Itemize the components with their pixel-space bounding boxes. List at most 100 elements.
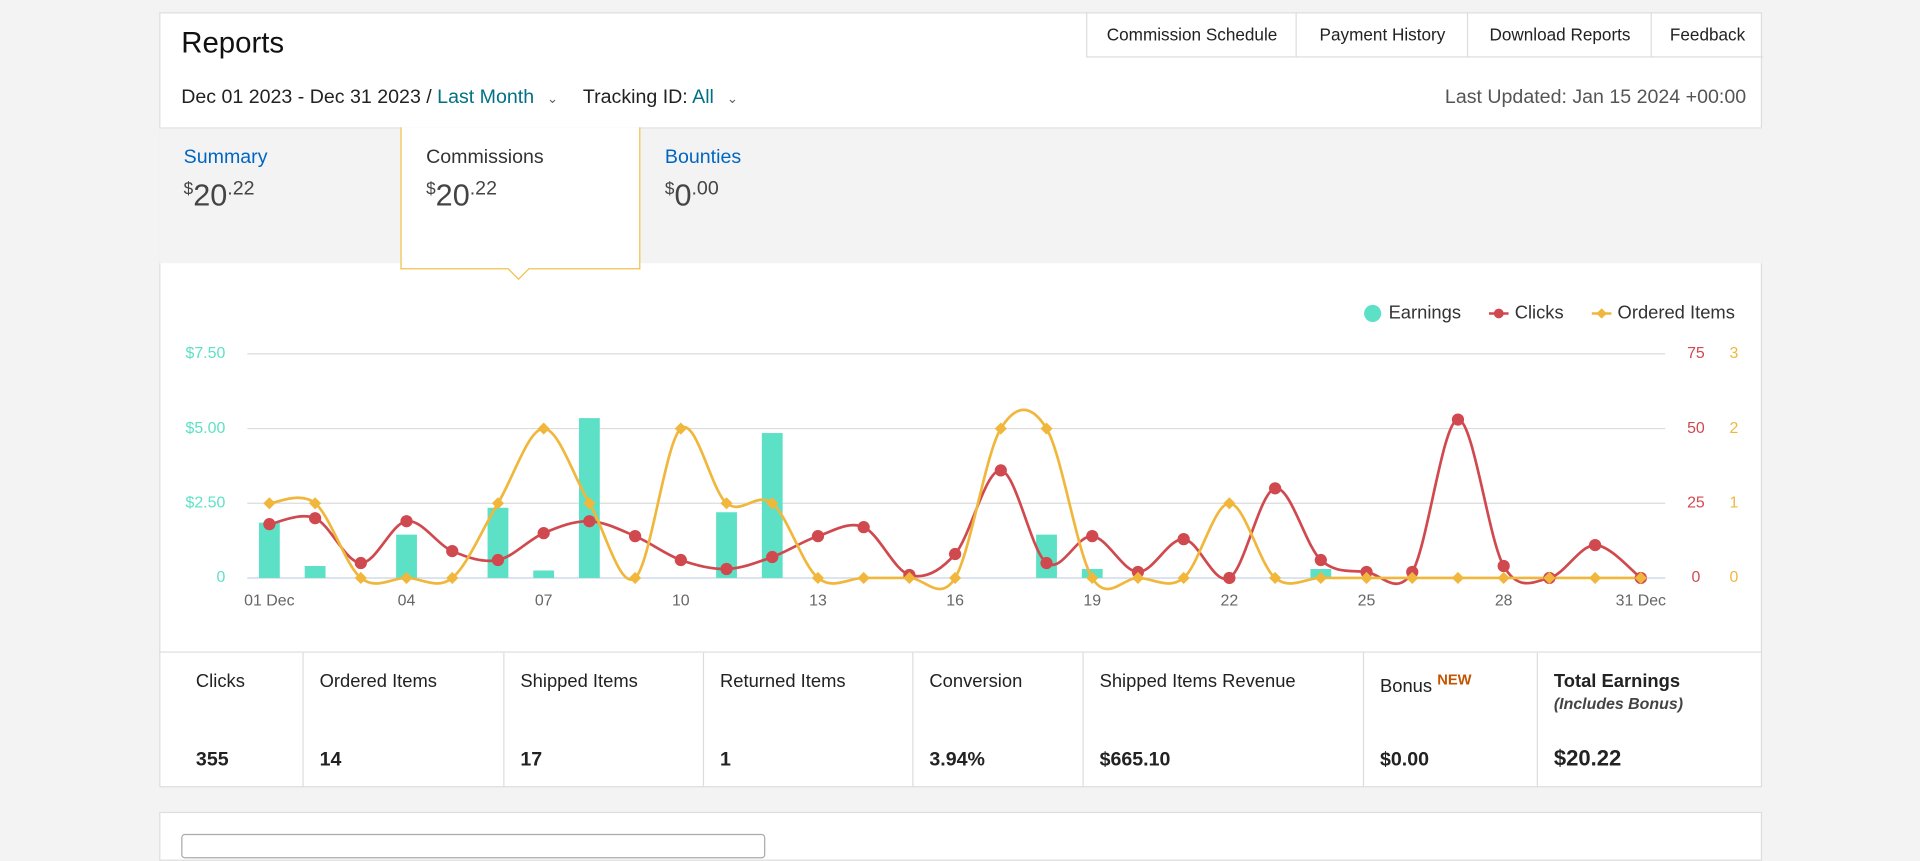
stat: Bonus NEW $0.00 [1362,652,1537,788]
stat-label: Bonus NEW [1380,671,1521,697]
marker [354,556,367,570]
stat-label: Total Earnings [1553,671,1681,692]
marker [263,518,276,531]
stat: Shipped Items Revenue $665.10 [1082,652,1362,788]
x-tick-label: 16 [946,592,964,609]
bar [396,534,417,578]
stat-label: Shipped Items Revenue [1099,671,1296,692]
stat-value: 14 [319,749,342,771]
stat: Ordered Items 14 [302,652,503,788]
bar [533,570,555,578]
marker [1589,571,1602,585]
stat-value: $665.10 [1099,749,1171,771]
y2-tick-label: 25 [1687,494,1705,511]
y3-tick-label: 0 [1729,569,1738,586]
whole: 0 [674,178,692,214]
marker [446,544,459,558]
tab[interactable]: Summary $20.22 [159,127,400,263]
nav-button[interactable]: Download Reports [1466,12,1652,58]
marker [491,497,505,510]
stat-value: 17 [520,749,543,771]
stat-label: Ordered Items [319,671,437,692]
marker [628,530,642,543]
marker [1269,571,1282,585]
marker [811,530,825,543]
marker [1086,530,1099,543]
filters: Dec 01 2023 - Dec 31 2023 / Last Month ⌄… [181,87,738,109]
marker [1497,559,1510,573]
marker [720,497,733,510]
nav-button[interactable]: Payment History [1295,12,1469,58]
marker [400,571,413,585]
nav-button[interactable]: Feedback [1650,12,1764,58]
y3-tick-label: 2 [1729,420,1738,437]
marker [263,497,276,510]
new-badge: NEW [1437,671,1472,689]
period-dropdown[interactable]: Last Month [437,86,535,108]
legend-swatch [1364,304,1382,323]
whole: 20 [193,178,228,214]
x-tick-label: 19 [1083,592,1101,609]
legend-label: Clicks [1515,301,1564,322]
marker [1451,571,1465,585]
marker [308,512,322,525]
x-tick-label: 01 Dec [244,592,294,609]
stat: Returned Items 1 [702,652,912,788]
y-tick-label: 0 [216,569,225,586]
y-tick-label: $5.00 [185,420,225,437]
whole: 20 [435,178,470,214]
marker [1314,571,1327,585]
marker [1223,497,1236,510]
marker [1040,556,1053,570]
caret: ⌄ [546,91,559,107]
last-updated: Last Updated: Jan 15 2024 +00:00 [1444,86,1747,108]
currency: $ [664,178,675,199]
stat-value: 3.94% [929,749,985,771]
reports-page: Reports Commission Schedule Payment Hist… [159,12,1764,861]
bar [1036,534,1057,578]
x-tick-label: 10 [672,592,690,609]
stat: Conversion 3.94% [912,652,1082,788]
marker [1451,413,1465,426]
date-range: Dec 01 2023 - Dec 31 2023 / [181,86,432,108]
stat: Clicks 355 [159,653,302,788]
marker [674,422,687,435]
marker [857,521,870,534]
tracking-dropdown[interactable]: All [692,86,714,108]
marker [400,515,413,528]
y2-tick-label: 0 [1691,569,1700,586]
x-tick-label: 07 [535,592,553,609]
marker [994,422,1007,435]
marker [720,562,733,576]
marker [446,571,459,585]
stat: Total Earnings (Includes Bonus) $20.22 [1536,652,1762,788]
divider [159,651,1763,653]
x-tick-label: 31 Dec [1616,592,1666,609]
x-tick-label: 04 [398,592,416,609]
tab-active[interactable]: Commissions $20.22 [400,127,641,270]
marker [1543,571,1556,585]
cents: .22 [469,178,497,200]
marker [583,497,596,510]
x-tick-label: 28 [1495,592,1513,609]
legend-label: Ordered Items [1618,301,1735,322]
tab-label: Commissions [426,146,544,168]
nav-button[interactable]: Commission Schedule [1086,12,1297,58]
marker [354,571,367,585]
stat-label: Conversion [929,671,1023,692]
marker [1588,538,1602,552]
legend-swatch [1596,308,1607,319]
legend-swatch [1493,308,1504,319]
tracking-label: Tracking ID: [582,86,688,108]
marker [1268,482,1282,495]
y-tick-label: $2.50 [185,494,225,511]
stat-label: Returned Items [720,671,846,692]
marker [1223,571,1236,585]
tab-amount: $0.00 [665,179,857,215]
title: Reports [181,26,285,61]
stat-value: 1 [720,749,731,771]
marker [491,553,505,567]
tab[interactable]: Bounties $0.00 [640,127,881,263]
marker [1314,553,1327,567]
stat-label: Shipped Items [520,671,638,692]
